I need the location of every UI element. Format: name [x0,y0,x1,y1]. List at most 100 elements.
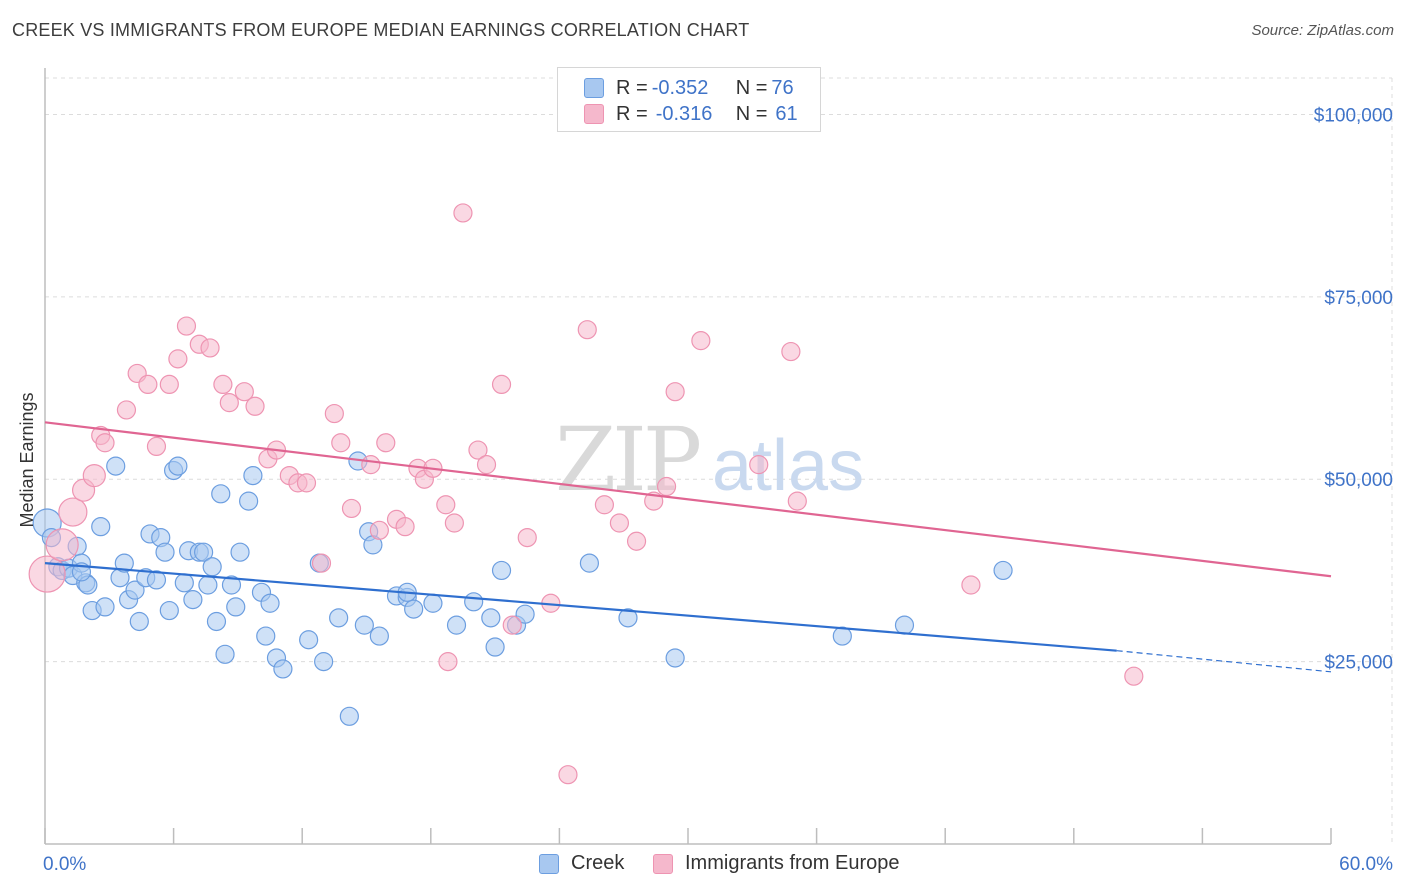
creek-point [515,604,535,624]
creek-point [329,608,349,628]
europe-point [58,497,88,527]
creek-trend-line [44,562,1117,652]
europe-point [626,531,647,551]
europe-point [577,320,597,340]
creek-point [993,560,1013,581]
europe-point [138,374,158,394]
europe-point [395,517,415,537]
europe-point [444,513,464,533]
creek-point [106,456,126,476]
watermark-zip: ZIP [555,408,700,511]
creek-point [226,597,246,617]
creek-point [221,575,242,595]
creek-point [168,456,188,476]
europe-point [781,341,801,362]
y-tick-label: $25,000 [1324,653,1393,674]
legend-row-creek: R = -0.352 N = 76 [584,76,794,100]
creek-point [491,560,512,581]
bottom-legend-europe[interactable]: Immigrants from Europe [653,852,900,875]
creek-point [146,570,167,590]
creek-point [832,626,852,646]
europe-point [324,403,344,424]
creek-point [95,597,115,617]
europe-point [146,436,167,457]
legend-r-value: -0.352 [651,76,709,99]
legend: R = -0.352 N = 76 R = -0.316 N = 61 [557,67,821,132]
creek-point [183,590,203,610]
legend-n-label: N = [735,76,768,99]
europe-point [609,513,630,533]
creek-point [256,626,276,646]
europe-point [234,382,254,402]
x-tick-label: 60.0% [1339,854,1393,875]
creek-point [481,608,501,628]
europe-point [665,382,685,402]
europe-point [502,615,522,635]
europe-swatch [653,853,673,874]
europe-point [691,331,711,351]
creek-label: Creek [571,852,625,874]
creek-point [485,637,505,657]
creek-point [239,491,259,511]
creek-point [91,517,111,537]
europe-point [453,203,473,223]
creek-point [174,573,194,593]
creek-point [273,659,293,679]
europe-point [361,455,381,475]
legend-n-value: 76 [771,76,794,99]
legend-row-europe: R = -0.316 N = 61 [584,102,798,126]
creek-point [464,592,484,612]
creek-point [211,484,231,504]
europe-point [376,433,396,453]
europe-point [558,765,578,785]
creek-point [159,600,179,621]
europe-point [159,374,179,394]
creek-point [369,626,389,646]
legend-r-label: R = [616,76,648,99]
europe-point [28,555,66,593]
europe-point [296,473,317,493]
europe-point [491,374,512,394]
watermark-atlas: atlas [712,426,864,506]
europe-point [331,433,351,453]
europe-point [219,393,239,413]
legend-swatch-europe [584,104,604,124]
creek-point [194,542,214,562]
legend-r-value: -0.316 [655,102,713,125]
europe-point [468,440,488,460]
europe-point [749,455,769,475]
europe-trend-line [44,421,1332,578]
data-points [28,203,1144,785]
y-axis-label: Median Earnings [17,392,37,527]
europe-point [341,498,362,519]
legend-n-label: N = [735,102,768,125]
creek-point [354,615,374,635]
europe-point [369,520,389,540]
watermark: ZIP atlas [555,408,864,511]
europe-point [82,463,106,488]
creek-point [155,542,175,562]
europe-point [594,495,615,515]
creek-point [202,557,222,577]
europe-point [176,316,197,336]
creek-point [314,652,334,672]
y-tick-label: $75,000 [1324,288,1393,309]
legend-n-value: 61 [775,102,798,125]
y-tick-label: $100,000 [1314,105,1393,126]
chart-title: CREEK VS IMMIGRANTS FROM EUROPE MEDIAN E… [12,20,750,40]
creek-point [243,465,263,486]
bottom-legend-creek[interactable]: Creek [539,852,624,875]
europe-point [213,374,233,394]
x-tick-label: 0.0% [43,854,86,875]
creek-point [129,611,149,632]
europe-point [95,433,115,453]
trend-lines [44,421,1332,673]
europe-point [168,349,188,369]
source-label: Source: ZipAtlas.com [1251,22,1394,39]
tick-labels: $25,000 $50,000 $75,000 $100,000 0.0% 60.0% [43,105,1393,875]
creek-point [206,611,227,632]
creek-point [125,580,145,600]
creek-point [114,553,134,573]
creek-point [579,553,600,573]
